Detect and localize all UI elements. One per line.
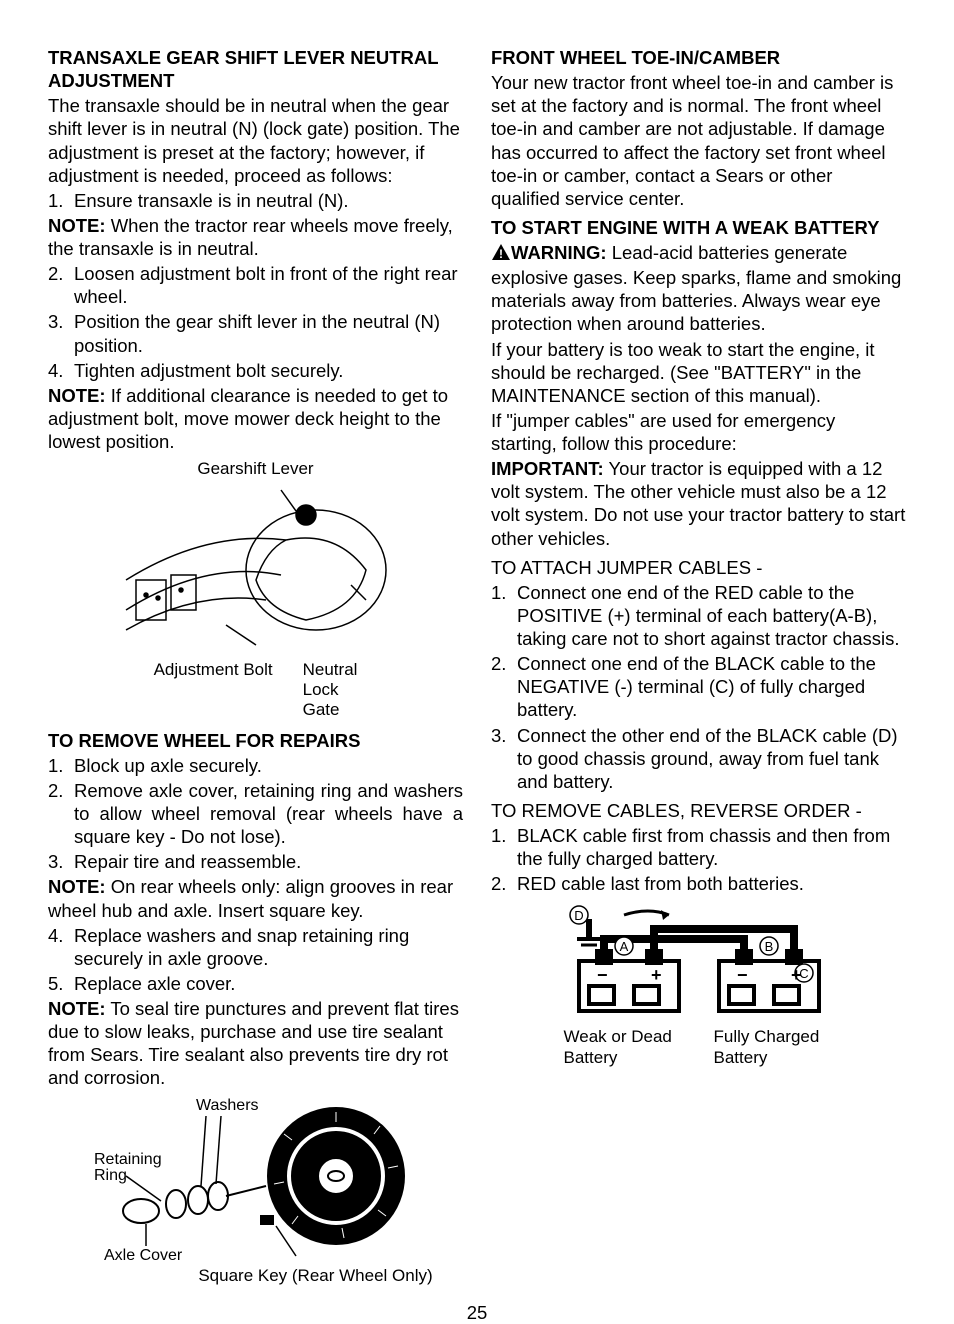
para-jumper: If "jumper cables" are used for emergenc… bbox=[491, 409, 906, 455]
label-retaining: Retaining bbox=[94, 1151, 162, 1168]
step-4: 4.Tighten adjustment bolt securely. bbox=[48, 359, 463, 382]
label-square-key: Square Key (Rear Wheel Only) bbox=[48, 1266, 463, 1286]
dstep-2: 2.RED cable last from both batteries. bbox=[491, 872, 906, 895]
figure-wheel: Washers Retaining Ring Axle Cover Square… bbox=[48, 1096, 463, 1286]
page-number: 25 bbox=[48, 1302, 906, 1324]
svg-text:A: A bbox=[619, 939, 628, 954]
astep-1: 1.Connect one end of the RED cable to th… bbox=[491, 581, 906, 650]
rstep-1: 1.Block up axle securely. bbox=[48, 754, 463, 777]
heading-transaxle: TRANSAXLE GEAR SHIFT LEVER NEUTRAL ADJUS… bbox=[48, 46, 463, 92]
label-washers: Washers bbox=[196, 1097, 259, 1114]
rstep-3: 3.Repair tire and reassemble. bbox=[48, 850, 463, 873]
rstep-5: 5.Replace axle cover. bbox=[48, 972, 463, 995]
page-content: TRANSAXLE GEAR SHIFT LEVER NEUTRAL ADJUS… bbox=[48, 46, 906, 1294]
figure-gearshift: Gearshift Lever bbox=[48, 459, 463, 721]
note-3: NOTE: On rear wheels only: align grooves… bbox=[48, 875, 463, 921]
svg-text:!: ! bbox=[499, 247, 503, 261]
note-4: NOTE: To seal tire punctures and prevent… bbox=[48, 997, 463, 1090]
rstep-2: 2.Remove axle cover, retaining ring and … bbox=[48, 779, 463, 848]
svg-text:D: D bbox=[574, 908, 583, 923]
wheel-diagram-icon: Washers Retaining Ring Axle Cover bbox=[86, 1096, 426, 1266]
label-ring: Ring bbox=[94, 1167, 127, 1184]
svg-text:−: − bbox=[737, 965, 748, 985]
step-3: 3.Position the gear shift lever in the n… bbox=[48, 310, 463, 356]
para-recharge: If your battery is too weak to start the… bbox=[491, 338, 906, 407]
para-front-wheel: Your new tractor front wheel toe-in and … bbox=[491, 71, 906, 210]
warning-block: ! WARNING: Lead-acid batteries generate … bbox=[491, 241, 906, 336]
astep-2: 2.Connect one end of the BLACK cable to … bbox=[491, 652, 906, 721]
label-weak-battery: Weak or Dead Battery bbox=[564, 1027, 684, 1068]
label-full-battery: Fully Charged Battery bbox=[714, 1027, 834, 1068]
heading-remove-cables: TO REMOVE CABLES, REVERSE ORDER - bbox=[491, 799, 906, 822]
heading-front-wheel: FRONT WHEEL TOE-IN/CAMBER bbox=[491, 46, 906, 69]
para-transaxle-intro: The transaxle should be in neutral when … bbox=[48, 94, 463, 187]
figure-batteries: D A B C − + − + Weak or Dead Battery Ful… bbox=[491, 901, 906, 1068]
right-column: FRONT WHEEL TOE-IN/CAMBER Your new tract… bbox=[491, 46, 906, 1294]
note-1: NOTE: When the tractor rear wheels move … bbox=[48, 214, 463, 260]
svg-text:B: B bbox=[764, 939, 773, 954]
battery-diagram-icon: D A B C − + − + bbox=[549, 901, 849, 1021]
step-1: 1.Ensure transaxle is in neutral (N). bbox=[48, 189, 463, 212]
label-neutral-lock-gate: Neutral Lock Gate bbox=[303, 660, 358, 721]
note-2: NOTE: If additional clearance is needed … bbox=[48, 384, 463, 453]
important-block: IMPORTANT: Your tractor is equipped with… bbox=[491, 457, 906, 550]
svg-text:−: − bbox=[597, 965, 608, 985]
heading-attach-cables: TO ATTACH JUMPER CABLES - bbox=[491, 556, 906, 579]
svg-text:+: + bbox=[791, 965, 802, 985]
warning-icon: ! bbox=[491, 243, 511, 266]
astep-3: 3.Connect the other end of the BLACK cab… bbox=[491, 724, 906, 793]
rstep-4: 4.Replace washers and snap retaining rin… bbox=[48, 924, 463, 970]
gearshift-diagram-icon bbox=[106, 480, 406, 660]
svg-text:+: + bbox=[651, 965, 662, 985]
label-adjustment-bolt: Adjustment Bolt bbox=[154, 660, 273, 721]
step-2: 2.Loosen adjustment bolt in front of the… bbox=[48, 262, 463, 308]
label-axle-cover: Axle Cover bbox=[104, 1247, 183, 1264]
left-column: TRANSAXLE GEAR SHIFT LEVER NEUTRAL ADJUS… bbox=[48, 46, 463, 1294]
dstep-1: 1.BLACK cable first from chassis and the… bbox=[491, 824, 906, 870]
label-gearshift-lever: Gearshift Lever bbox=[48, 459, 463, 479]
heading-remove-wheel: TO REMOVE WHEEL FOR REPAIRS bbox=[48, 729, 463, 752]
heading-weak-battery: TO START ENGINE WITH A WEAK BATTERY bbox=[491, 216, 906, 239]
